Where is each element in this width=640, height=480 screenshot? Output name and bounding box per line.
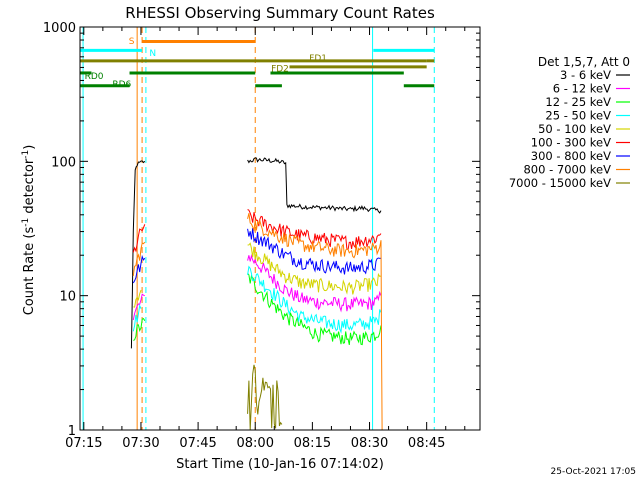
timestamp: 25-Oct-2021 17:05 [551, 467, 636, 477]
y-axis-label-sup2: -1 [21, 150, 31, 159]
series-line-2-seg-1 [247, 272, 382, 346]
x-tick-label-6: 08:45 [408, 436, 445, 451]
y-axis-label-end: ) [22, 145, 37, 150]
x-axis-label: Start Time (10-Jan-16 07:14:02) [176, 457, 384, 472]
x-axis: 07:15 07:30 07:45 08:00 08:15 08:30 08:45 [65, 27, 466, 451]
series-line-7-seg-0 [132, 241, 146, 276]
y-axis-label: Count Rate (s-1 detector-1) [21, 145, 37, 316]
annotation-rd6: RD6 [112, 80, 131, 90]
legend-title: Det 1,5,7, Att 0 [538, 55, 630, 69]
series-line-6-seg-0 [132, 254, 146, 284]
series-line-3-seg-0 [132, 303, 142, 332]
series-line-3-seg-1 [247, 265, 382, 334]
legend-label-6: 300 - 800 keV [531, 149, 611, 163]
y-axis-label-rest: detector [22, 158, 37, 218]
y-axis: 1 10 100 1000 [43, 21, 480, 439]
y-tick-label-0: 1 [68, 424, 76, 439]
series-line-2-seg-0 [133, 317, 146, 341]
legend-label-3: 25 - 50 keV [545, 109, 611, 123]
x-tick-label-3: 08:00 [237, 436, 274, 451]
x-tick-label-4: 08:15 [294, 436, 331, 451]
series-line-0-seg-1 [247, 157, 382, 214]
legend-label-4: 50 - 100 keV [538, 122, 611, 136]
series-line-7-seg-1 [247, 213, 383, 431]
series-line-1-seg-0 [132, 293, 145, 321]
plot-frame [79, 26, 481, 431]
annotation-fd1: FD1 [309, 54, 327, 64]
annotation-rd0: RD0 [85, 72, 104, 82]
legend-label-5: 100 - 300 keV [531, 136, 611, 150]
series-line-0-seg-0 [130, 160, 146, 349]
y-axis-label-main: Count Rate (s [22, 227, 37, 316]
annotation-s: S [129, 37, 135, 47]
legend-label-7: 800 - 7000 keV [523, 163, 611, 177]
legend-label-0: 3 - 6 keV [560, 68, 611, 82]
x-tick-label-1: 07:30 [122, 436, 159, 451]
y-tick-label-1: 10 [59, 290, 76, 305]
series-line-4-seg-0 [133, 289, 142, 308]
series-line-5-seg-1 [247, 209, 382, 251]
plot-area: S N FD1 FD2 RD0 RD6 [80, 27, 435, 431]
x-tick-label-5: 08:30 [351, 436, 388, 451]
series-line-4-seg-1 [247, 242, 382, 295]
x-tick-label-0: 07:15 [65, 436, 102, 451]
annotation-n: N [149, 49, 156, 59]
chart-title: RHESSI Observing Summary Count Rates [125, 4, 435, 22]
x-tick-label-2: 07:45 [179, 436, 216, 451]
legend-label-2: 12 - 25 keV [545, 95, 611, 109]
series-line-8-seg-0 [247, 364, 283, 431]
series-line-1-seg-1 [247, 253, 382, 313]
annotation-fd2: FD2 [271, 65, 289, 75]
legend-label-8: 7000 - 15000 keV [509, 176, 611, 190]
series-line-5-seg-0 [132, 224, 146, 253]
legend-label-1: 6 - 12 keV [553, 82, 611, 96]
y-axis-label-sup: -1 [21, 218, 31, 227]
y-tick-label-3: 1000 [43, 21, 76, 36]
y-tick-label-2: 100 [51, 155, 76, 170]
series-line-6-seg-1 [247, 228, 382, 275]
